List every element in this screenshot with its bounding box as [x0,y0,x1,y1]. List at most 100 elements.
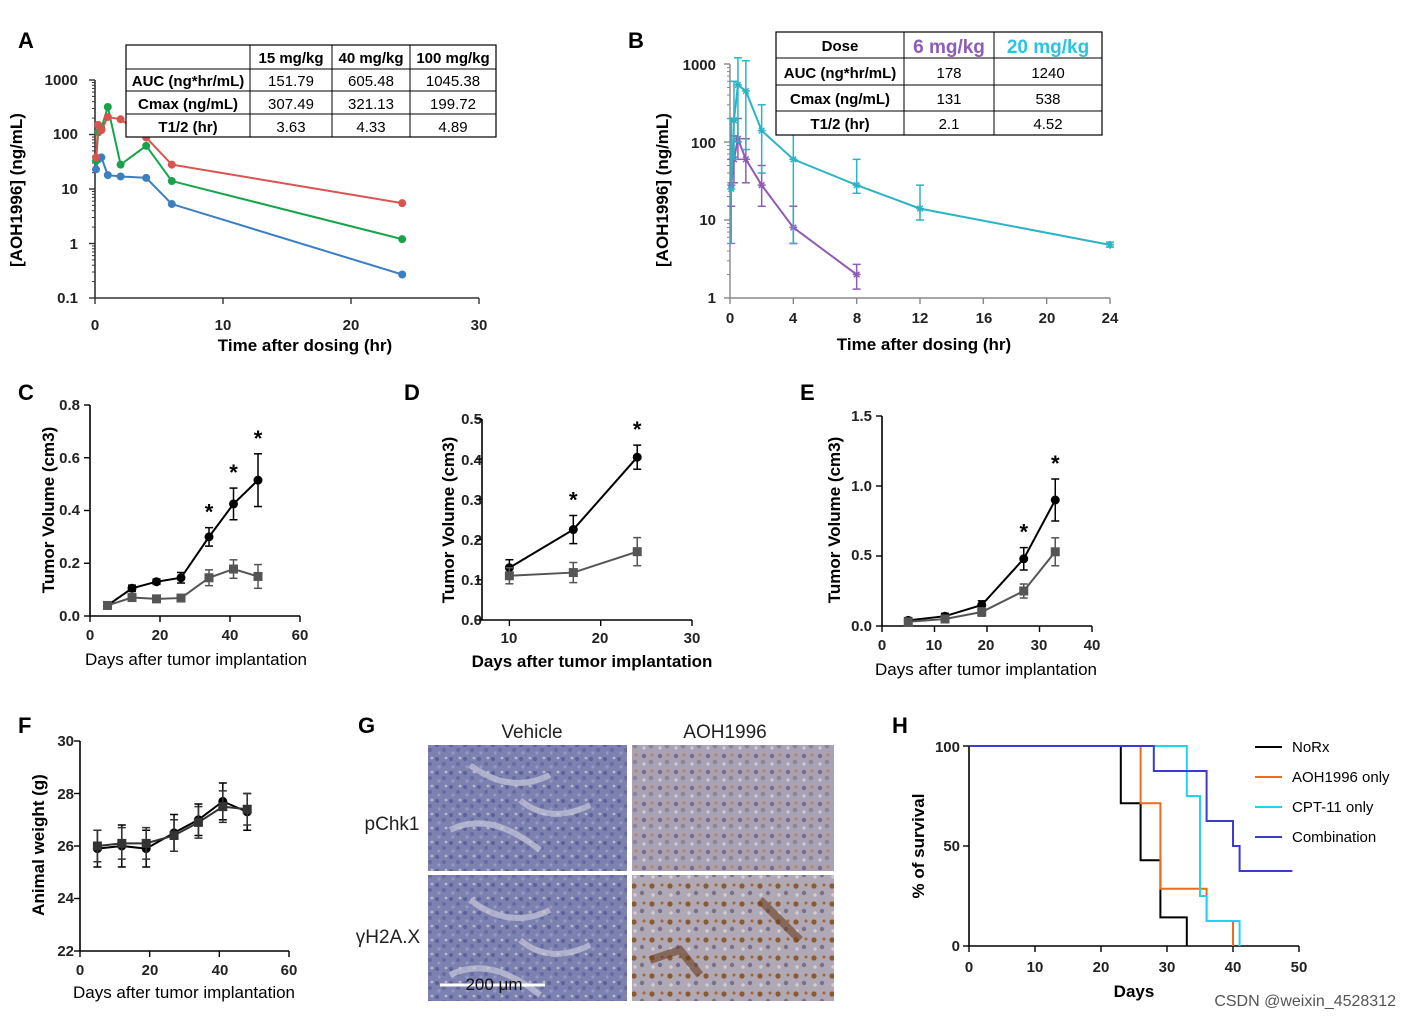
ytick-label: 0.2 [59,555,80,572]
data-point [97,126,106,135]
panel-b: B 1 10 100 1000 0 4 8 12 16 20 24 Time a… [628,28,1119,354]
panel-d-xticks: 10 20 30 [501,630,701,647]
xtick-label: 8 [853,310,861,327]
panel-c: C 0.0 0.2 0.4 0.6 0.8 0 20 40 60 Days af… [18,380,308,669]
table-cell: 1240 [1031,65,1064,82]
panel-b-table: Dose 6 mg/kg 20 mg/kg AUC (ng*hr/mL) Cma… [775,31,1103,136]
data-point [167,200,176,209]
stain-texture [648,897,803,978]
xtick-label: 40 [222,627,239,644]
ytick-label: 0.8 [59,397,80,414]
ytick-label: 1000 [45,72,78,89]
legend-label: Combination [1292,829,1376,846]
xtick-label: 0 [965,959,973,976]
data-point [1050,547,1060,557]
table-cell: 321.13 [348,96,394,113]
xtick-label: 20 [343,317,360,334]
ytick-label: 0.4 [59,502,81,519]
data-point [632,452,642,462]
data-point [229,499,238,509]
column-label: AOH1996 [683,722,766,743]
table-row-label: Cmax (ng/mL) [138,96,238,113]
table-cell: 4.33 [356,119,385,136]
data-point [504,571,514,581]
panel-e: E 0.0 0.5 1.0 1.5 0 10 20 30 40 Days aft… [800,380,1100,679]
xtick-label: 10 [501,630,518,647]
data-point [903,617,913,627]
data-point [116,160,125,169]
xtick-label: 12 [912,310,929,327]
data-point [92,153,101,162]
table-cell: 4.52 [1033,116,1062,133]
data-point [152,594,161,604]
ytick-label: 0.5 [461,411,482,428]
data-point [1106,240,1114,249]
y-axis-title: Tumor Volume (cm3) [825,437,844,604]
table-cell: 151.79 [268,73,314,90]
watermark: CSDN @weixin_4528312 [1214,993,1396,1010]
panel-f: F 22 24 26 28 30 0 20 40 60 Days after t… [18,713,297,1002]
data-point [1019,554,1029,564]
xtick-label: 10 [1027,959,1044,976]
ytick-label: 24 [57,890,74,907]
survival-curve [969,745,1188,946]
ytick-label: 50 [943,838,960,855]
panel-h-plot [963,745,1300,952]
data-point [218,802,228,812]
xtick-label: 0 [86,627,94,644]
data-point [169,831,179,840]
x-axis-title: Days after tumor implantation [472,652,713,671]
table-header: 100 mg/kg [416,50,489,67]
xtick-label: 20 [142,962,159,979]
data-point [142,141,151,150]
data-point [152,577,161,587]
panel-a: A 0.1 1 10 100 1000 0 10 20 30 Time afte… [7,28,497,355]
panel-label-g: G [358,713,375,738]
xtick-label: 20 [978,637,995,654]
table-border [775,31,1103,136]
tissue-texture [448,762,592,853]
ytick-label: 100 [935,739,960,756]
ytick-label: 1 [708,290,716,307]
ytick-label: 0.0 [851,618,872,635]
xtick-label: 20 [1093,959,1110,976]
data-point [789,155,798,164]
xtick-label: 16 [976,310,993,327]
legend-label: CPT-11 only [1292,799,1374,816]
ytick-label: 22 [57,943,74,960]
data-point [167,160,176,169]
panel-f-xticks: 0 20 40 60 [76,962,298,979]
table-header: 15 mg/kg [258,50,323,67]
xtick-label: 40 [1084,637,1101,654]
y-axis-title: % of survival [909,794,928,899]
y-axis-title: Animal weight (g) [29,774,48,916]
significance-star: * [633,417,642,442]
data-point [116,172,125,181]
panel-label-d: D [404,380,420,405]
data-point [127,593,137,603]
survival-curve [969,745,1241,946]
table-header: 6 mg/kg [913,37,985,58]
xtick-label: 20 [592,630,609,647]
data-point [92,841,102,851]
panel-b-xticks: 0 4 8 12 16 20 24 [726,310,1119,327]
panel-b-yticks: 1 10 100 1000 [683,57,716,307]
panel-a-plot [89,79,480,304]
xtick-label: 0 [91,317,99,334]
ihc-image-vehicle-gh2ax [428,875,627,1001]
ihc-image-aoh1996-pchk1 [632,745,834,871]
panel-d-plot: ** [476,417,693,626]
data-point [741,87,750,96]
significance-star: * [1019,520,1028,545]
panel-label-h: H [892,713,908,738]
xtick-label: 0 [878,637,886,654]
data-point [757,181,766,190]
table-row-label: AUC (ng*hr/mL) [784,65,897,82]
table-cell: 538 [1035,91,1060,108]
data-point [127,583,137,593]
x-axis-title: Days [1114,982,1155,1001]
panel-label-e: E [800,380,815,405]
panel-h-yticks: 0 50 100 [935,739,960,955]
data-point [141,838,151,848]
table-cell: 3.63 [276,119,305,136]
